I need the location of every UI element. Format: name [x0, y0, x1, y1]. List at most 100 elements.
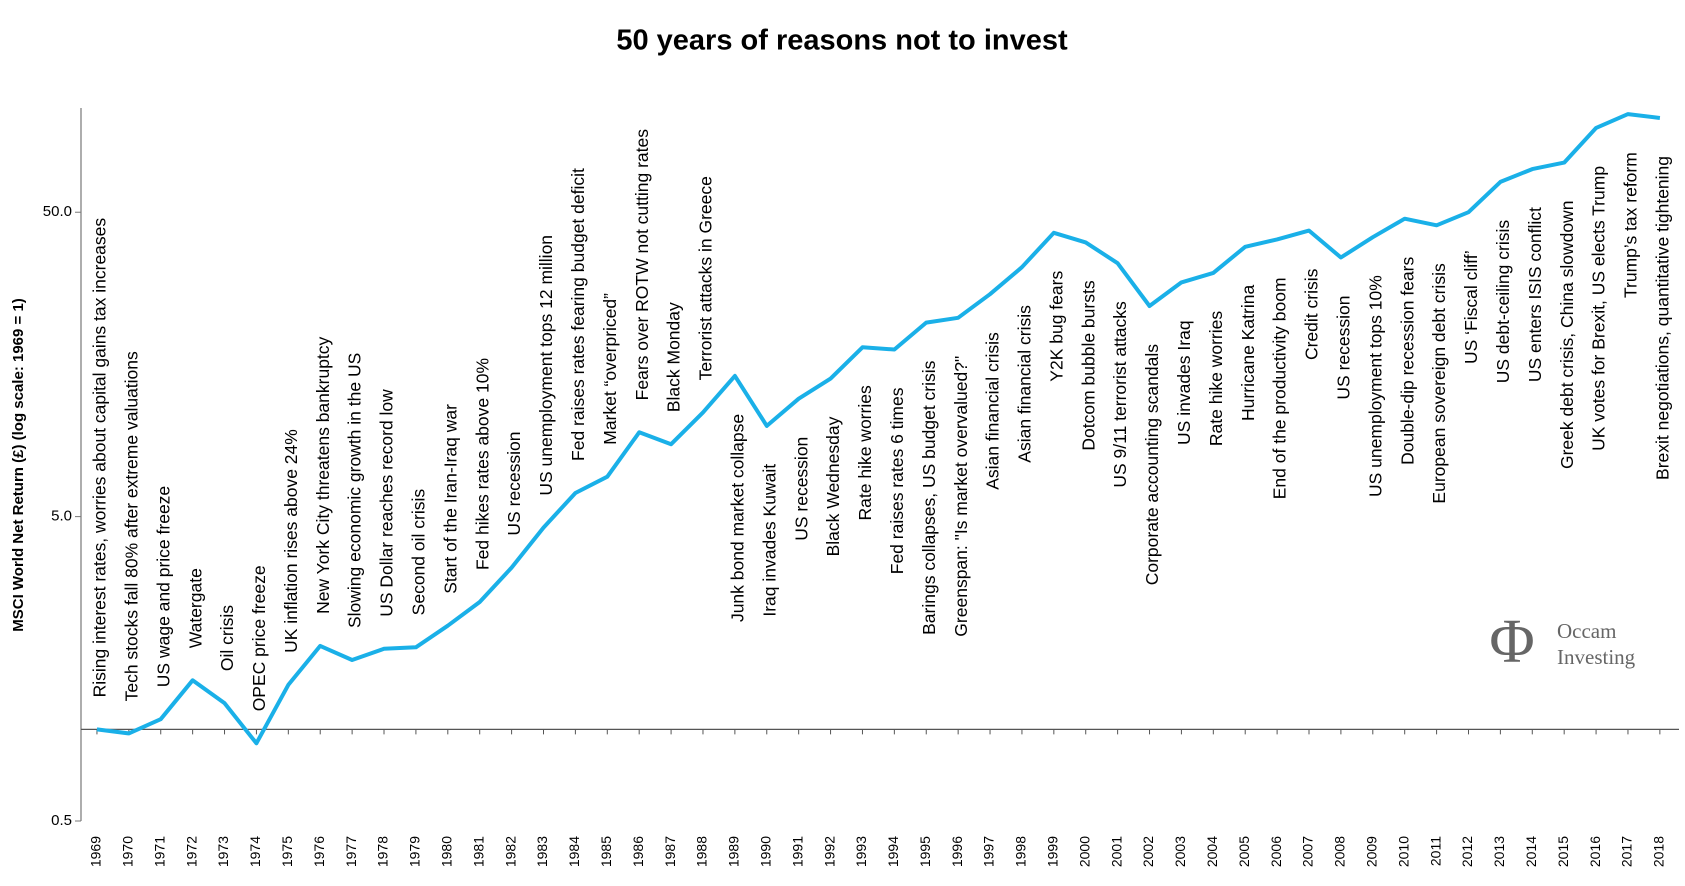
annotation: Rate hike worries	[855, 385, 875, 520]
annotation: Dotcom bubble bursts	[1078, 280, 1098, 450]
x-tick-label: 1973	[215, 836, 231, 867]
y-tick-label: 0.5	[51, 812, 72, 829]
annotation: US recession	[791, 437, 811, 541]
x-tick-label: 1997	[981, 836, 997, 867]
x-tick-label: 2007	[1300, 836, 1316, 867]
x-tick-label: 2009	[1363, 836, 1379, 867]
x-tick-label: 1995	[917, 836, 933, 867]
x-tick-label: 2011	[1427, 836, 1443, 866]
x-tick-label: 1985	[598, 836, 614, 867]
annotation: Y2K bug fears	[1046, 271, 1066, 382]
x-tick-label: 1994	[885, 836, 901, 867]
annotation: Hurricane Katrina	[1238, 285, 1258, 421]
annotation: US 9/11 terrorist attacks	[1110, 301, 1130, 488]
annotation: Credit crisis	[1302, 268, 1322, 360]
x-tick-label: 2016	[1587, 836, 1603, 867]
annotation: UK votes for Brexit, US elects Trump	[1589, 166, 1609, 451]
annotation: End of the productivity boom	[1270, 277, 1290, 499]
x-tick-label: 2008	[1332, 836, 1348, 867]
annotation: Terrorist attacks in Greece	[696, 176, 716, 380]
annotation: US ‘Fiscal cliff’	[1461, 250, 1481, 364]
annotation: Iraq invades Kuwait	[759, 464, 779, 617]
annotation: US wage and price freeze	[153, 486, 173, 687]
x-tick-label: 1991	[789, 836, 805, 867]
annotation: UK inflation rises above 24%	[281, 429, 301, 653]
x-tick-label: 2004	[1204, 836, 1220, 867]
x-tick-label: 2015	[1555, 836, 1571, 867]
x-tick-label: 1990	[757, 836, 773, 867]
annotation: Trump’s tax reform	[1621, 152, 1641, 298]
annotation: Brexit negotiations, quantitative tighte…	[1652, 156, 1672, 480]
annotation: Greenspan: "Is market overvalued?"	[951, 356, 971, 637]
annotation: Watergate	[185, 568, 205, 648]
x-tick-label: 2013	[1491, 836, 1507, 867]
annotation: Asian financial crisis	[983, 332, 1003, 490]
annotation: Fed hikes rates above 10%	[472, 358, 492, 570]
annotation: Black Wednesday	[823, 416, 843, 556]
x-tick-label: 1988	[694, 836, 710, 867]
annotation: Black Monday	[664, 302, 684, 412]
x-tick-label: 2014	[1523, 836, 1539, 867]
y-tick-label: 5.0	[51, 508, 72, 525]
annotation: Oil crisis	[217, 605, 237, 671]
x-tick-label: 2005	[1236, 836, 1252, 867]
x-tick-label: 1972	[183, 836, 199, 867]
line	[96, 112, 1661, 746]
annotation: New York City threatens bankruptcy	[313, 336, 333, 613]
x-tick-label: 1984	[566, 836, 582, 867]
x-tick-label: 1970	[120, 836, 136, 867]
annotation: Corporate accounting scandals	[1142, 344, 1162, 586]
annotation: Asian financial crisis	[1015, 305, 1035, 463]
x-tick-label: 1996	[949, 836, 965, 867]
annotation: Fears over ROTW not cutting rates	[632, 129, 652, 401]
x-tick-label: 1987	[662, 836, 678, 867]
annotation: Fed raises rates fearing budget deficit	[568, 168, 588, 461]
x-tick-label: 1975	[279, 836, 295, 867]
annotation: Rate hike worries	[1206, 311, 1226, 446]
x-tick-label: 2002	[1140, 836, 1156, 867]
annotation: Market “overpriced”	[600, 293, 620, 445]
x-tick-label: 1999	[1045, 836, 1061, 867]
annotation: OPEC price freeze	[249, 565, 269, 711]
annotation: US recession	[504, 432, 524, 536]
annotation: Slowing economic growth in the US	[345, 353, 365, 628]
x-tick-label: 2003	[1172, 836, 1188, 867]
annotation: Barings collapses, US budget crisis	[919, 360, 939, 635]
annotation: US debt-ceiling crisis	[1493, 220, 1513, 384]
x-tick-label: 2017	[1619, 836, 1635, 867]
x-tick-label: 2012	[1459, 836, 1475, 867]
annotation: US recession	[1334, 296, 1354, 400]
x-tick-label: 1978	[375, 836, 391, 867]
x-tick-label: 1971	[151, 836, 167, 867]
annotation: Second oil crisis	[409, 489, 429, 616]
annotation: Junk bond market collapse	[727, 414, 747, 622]
x-tick-label: 1983	[534, 836, 550, 867]
logo-text: Investing	[1557, 645, 1636, 669]
annotation: Start of the Iran-Iraq war	[440, 404, 460, 594]
annotation: Fed raises rates 6 times	[887, 387, 907, 574]
annotation: Rising interest rates, worries about cap…	[90, 218, 110, 698]
annotation: US unemployment tops 10%	[1365, 275, 1385, 497]
x-tick-label: 1989	[726, 836, 742, 867]
annotation: US Dollar reaches record low	[377, 389, 397, 617]
x-tick-label: 1974	[247, 836, 263, 867]
x-tick-label: 2018	[1651, 836, 1667, 867]
x-tick-label: 2006	[1268, 836, 1284, 867]
x-tick-label: 2001	[1108, 836, 1124, 867]
x-tick-label: 1986	[630, 836, 646, 867]
x-tick-label: 1998	[1013, 836, 1029, 867]
annotation: Greek debt crisis, China slowdown	[1557, 201, 1577, 469]
chart-title: 50 years of reasons not to invest	[616, 25, 1068, 57]
x-tick-label: 1981	[470, 836, 486, 867]
x-tick-label: 1982	[502, 836, 518, 867]
x-tick-label: 1993	[853, 836, 869, 867]
annotation: Double-dip recession fears	[1397, 256, 1417, 464]
x-tick-label: 1977	[343, 836, 359, 867]
x-tick-label: 1976	[311, 836, 327, 867]
x-tick-label: 1979	[407, 836, 423, 867]
logo-text: Occam	[1557, 619, 1616, 643]
y-tick-label: 50.0	[43, 203, 72, 220]
y-axis-label: MSCI World Net Return (£) (log scale: 19…	[10, 298, 27, 632]
